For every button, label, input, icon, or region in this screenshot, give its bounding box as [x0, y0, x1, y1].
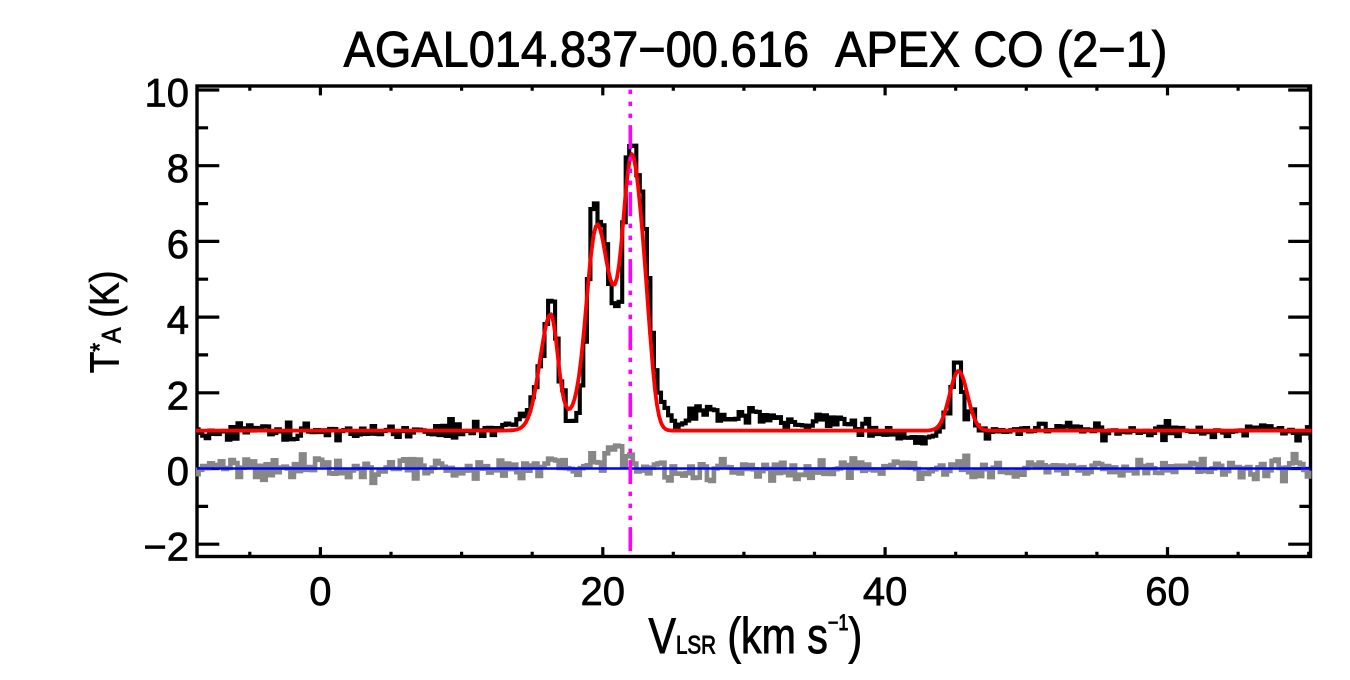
svg-text:20: 20 — [581, 570, 626, 614]
svg-text:−2: −2 — [143, 526, 189, 570]
svg-text:40: 40 — [863, 570, 908, 614]
svg-text:0: 0 — [167, 450, 189, 494]
svg-text:10: 10 — [145, 72, 190, 116]
svg-text:AGAL014.837−00.616 APEX CO (2: AGAL014.837−00.616 APEX CO (2−1) — [344, 22, 1168, 78]
svg-text:4: 4 — [167, 299, 189, 343]
svg-text:0: 0 — [309, 570, 331, 614]
svg-text:T*A (K): T*A (K) — [82, 271, 128, 374]
svg-text:60: 60 — [1145, 570, 1190, 614]
svg-text:8: 8 — [167, 147, 189, 191]
svg-text:VLSR (km s−1): VLSR (km s−1) — [649, 608, 863, 664]
svg-text:6: 6 — [167, 223, 189, 267]
svg-text:2: 2 — [167, 374, 189, 418]
